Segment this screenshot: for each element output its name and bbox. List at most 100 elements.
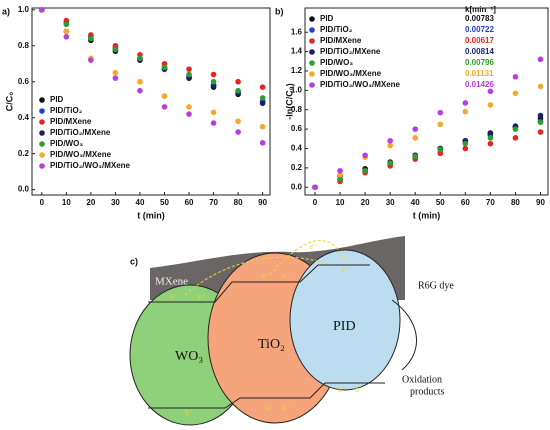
data-point <box>112 75 119 81</box>
data-point <box>412 153 419 160</box>
y-tick-label: 0.6 <box>18 77 30 86</box>
data-point <box>88 57 94 63</box>
data-point <box>337 167 343 174</box>
data-point <box>387 137 393 144</box>
y-axis-label: -ln(C/C₀) <box>284 83 294 120</box>
data-point <box>63 21 70 27</box>
y-tick-label: 0.0 <box>291 182 303 191</box>
legend-label: PID <box>320 14 334 23</box>
data-point <box>412 135 419 141</box>
x-tick-label: 50 <box>436 198 445 207</box>
y-tick-label: 1.0 <box>291 85 303 94</box>
data-point <box>88 35 94 42</box>
dye-label: R6G dye <box>418 280 454 291</box>
x-tick-label: 60 <box>461 198 470 207</box>
electron: e⁻ <box>282 271 290 280</box>
legend-marker <box>39 97 45 103</box>
data-point <box>512 135 519 141</box>
data-point <box>487 102 494 108</box>
legend-label: PID/MXene <box>50 117 92 126</box>
data-point <box>235 87 241 94</box>
x-tick-label: 0 <box>40 198 45 207</box>
products-label: Oxidation <box>402 374 442 385</box>
data-point <box>487 88 494 95</box>
x-tick-label: 80 <box>234 198 243 207</box>
data-point <box>437 150 444 157</box>
data-point <box>137 78 143 85</box>
data-point <box>437 109 444 116</box>
rate-constant: 0.00783 <box>465 14 494 23</box>
data-point <box>137 55 143 62</box>
data-point <box>210 71 217 78</box>
electron: e⁻ <box>198 292 206 301</box>
legend-marker <box>39 130 45 136</box>
data-point <box>387 160 393 166</box>
data-point <box>210 120 217 126</box>
y-tick-label: 0.0 <box>18 185 30 194</box>
rate-constant: 0.00814 <box>465 47 494 56</box>
data-point <box>186 104 192 110</box>
data-point <box>412 126 419 132</box>
rate-constant: 0.01426 <box>465 80 494 89</box>
data-point <box>537 119 544 126</box>
legend-marker <box>309 16 315 22</box>
electron: e⁻ <box>170 292 178 301</box>
mxene-label: MXene <box>155 276 188 288</box>
data-point <box>259 140 266 146</box>
panel-label: a) <box>2 6 10 16</box>
y-tick-label: 1.4 <box>291 47 303 56</box>
rate-constant: 0.01131 <box>465 69 494 78</box>
data-point <box>437 121 444 128</box>
data-point <box>39 6 45 13</box>
x-tick-label: 10 <box>62 198 71 207</box>
legend-label: PID/TiO₂/WO₃/MXene <box>50 161 131 170</box>
data-point <box>362 152 368 159</box>
tio2-label: TiO₂ <box>258 337 285 352</box>
x-tick-label: 40 <box>136 198 145 207</box>
legend-marker <box>309 49 315 55</box>
hole: h⁺ <box>355 385 363 394</box>
legend-label: PID/WO₃/MXene <box>50 150 112 159</box>
x-tick-label: 60 <box>185 198 194 207</box>
y-tick-label: 0.4 <box>291 144 303 153</box>
data-point <box>537 112 544 119</box>
rate-constant: 0.00722 <box>465 25 494 34</box>
rate-header: k[min⁻¹] <box>465 5 496 14</box>
legend-marker <box>39 163 45 169</box>
data-point <box>387 142 393 149</box>
data-point <box>462 140 469 147</box>
hole: h⁺ <box>283 403 291 412</box>
legend-label: PID/TiO₂/MXene <box>320 47 381 56</box>
x-tick-label: 20 <box>361 198 370 207</box>
y-tick-label: 0.4 <box>18 113 30 122</box>
y-tick-label: 1.6 <box>291 27 303 36</box>
y-tick-label: 0.8 <box>291 105 303 114</box>
legend-marker <box>39 152 45 158</box>
x-tick-label: 40 <box>411 198 420 207</box>
data-point <box>161 64 168 71</box>
data-point <box>235 78 241 85</box>
y-tick-label: 1.2 <box>291 66 303 75</box>
data-point <box>161 104 168 110</box>
data-point <box>112 69 119 76</box>
data-point <box>186 111 192 117</box>
data-point <box>512 126 519 132</box>
y-tick-label: 0.2 <box>18 149 30 158</box>
legend-label: PID/TiO₂ <box>320 25 353 34</box>
x-tick-label: 30 <box>386 198 395 207</box>
x-tick-label: 10 <box>336 198 345 207</box>
data-point <box>537 83 544 90</box>
data-point <box>259 123 266 130</box>
data-point <box>487 140 494 147</box>
legend-marker <box>309 27 315 33</box>
hole: h⁺ <box>338 385 346 394</box>
data-point <box>487 135 494 141</box>
data-point <box>462 108 469 115</box>
wo3-label: WO₃ <box>175 349 203 364</box>
legend-marker <box>39 141 45 147</box>
y-axis-label: C/C₀ <box>4 92 14 112</box>
data-point <box>537 129 544 135</box>
panel-label: c) <box>130 256 138 266</box>
y-tick-label: 0.6 <box>291 124 303 133</box>
